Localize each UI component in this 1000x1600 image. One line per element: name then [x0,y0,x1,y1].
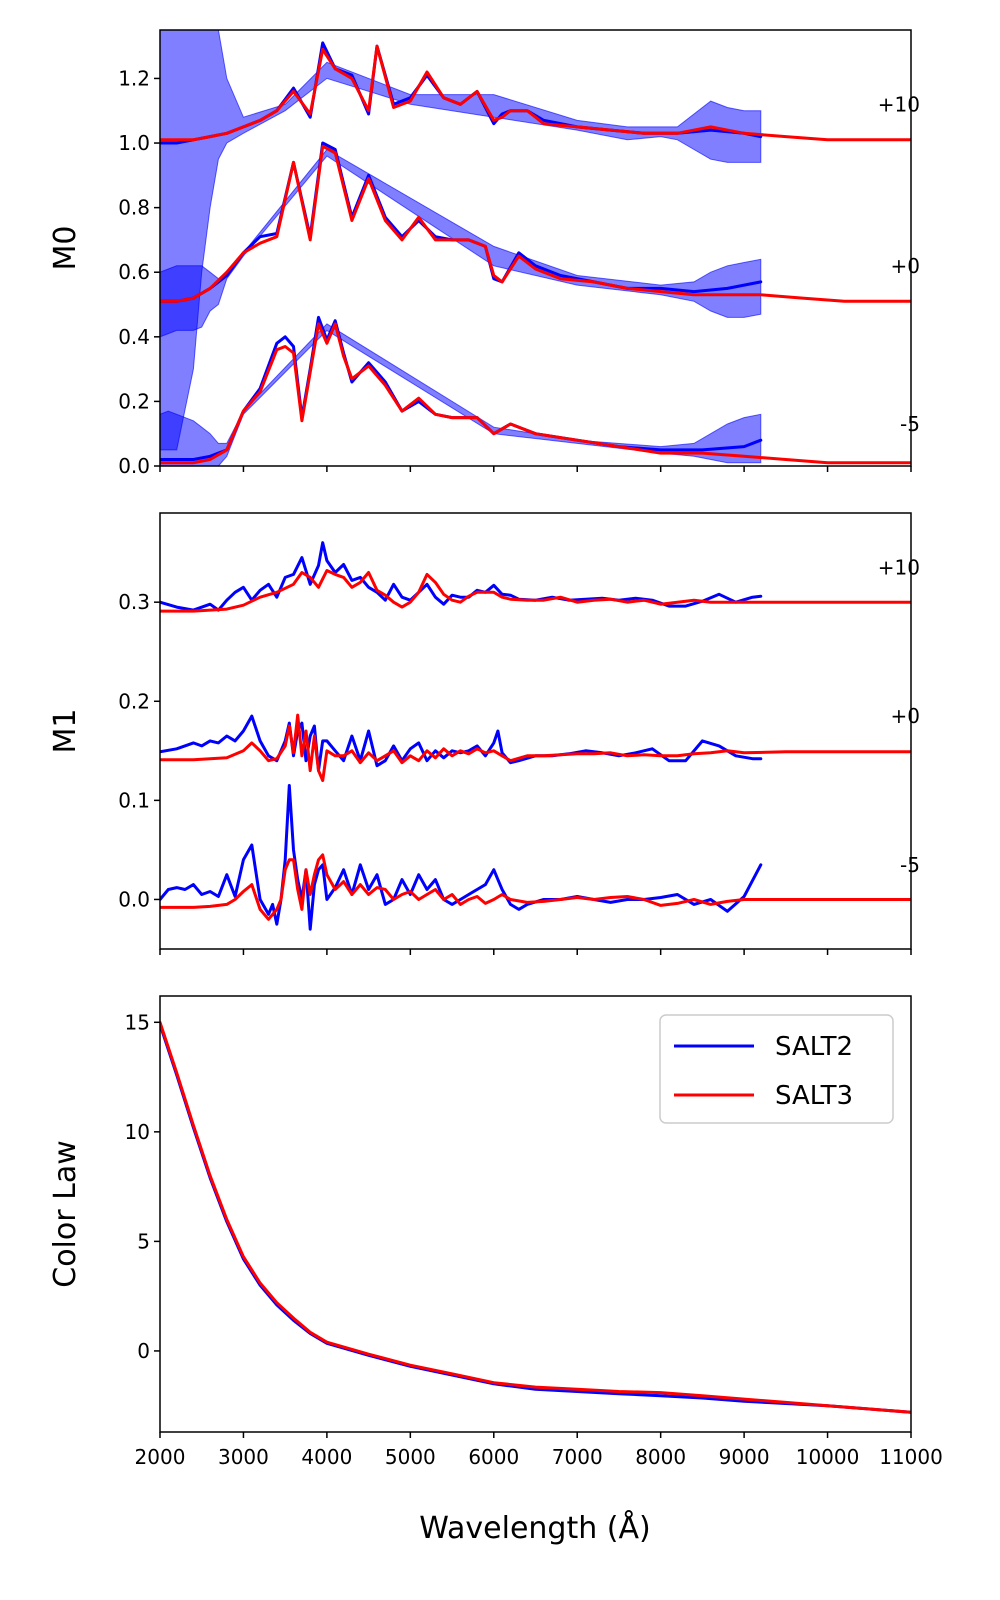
m1-phase-label: -5 [900,853,920,877]
m0-salt2-line-minus5 [160,315,763,461]
m0-panel: 0.0 0.2 0.4 0.6 0.8 1.0 1.2 +10 +0 -5 M0 [48,29,920,478]
m1-panel: 0.0 0.1 0.2 0.3 +10 +0 -5 M1 [48,512,920,955]
x-axis-label: Wavelength (Å) [419,1510,650,1546]
m1-salt3-line-minus5 [160,853,911,921]
x-tick-label: 7000 [552,1445,603,1469]
legend-salt3-label: SALT3 [775,1081,853,1111]
color-law-panel: 0 5 10 15 2000 3000 4000 5000 6000 7000 8000 9000 1… [48,995,943,1469]
legend-salt2-label: SALT2 [775,1032,853,1062]
m1-salt3-line-plus0 [160,713,911,782]
m0-phase-label: +0 [891,254,920,278]
m1-salt3-line-plus10 [160,569,911,613]
m0-salt3-line-plus0 [160,144,911,303]
m1-phase-label: +10 [878,556,920,580]
m1-ytick-label: 0.1 [118,788,150,812]
x-tick-label: 11000 [879,1445,943,1469]
color-law-ylabel: Color Law [48,1140,83,1288]
x-tick-label: 4000 [301,1445,352,1469]
m0-salt2-line-plus0 [160,141,763,303]
m1-ytick-label: 0.0 [118,887,150,911]
color-law-ytick-label: 10 [125,1120,150,1144]
m0-ytick-label: 0.8 [118,196,150,220]
x-tick-label: 10000 [796,1445,860,1469]
x-tick-label: 5000 [385,1445,436,1469]
m1-salt2-line-minus5 [160,784,763,931]
m1-ytick-label: 0.3 [118,590,150,614]
m0-salt3-line-plus10 [160,44,911,142]
m1-phase-label: +0 [891,704,920,728]
color-law-salt3-line-all [160,1020,911,1414]
m0-ytick-label: 0.4 [118,325,150,349]
color-law-ytick-label: 0 [137,1339,150,1363]
m0-ytick-label: 0.2 [118,389,150,413]
color-law-ytick-label: 15 [125,1010,150,1034]
m0-band-plus0 [160,148,762,338]
m0-band-plus10 [160,30,762,451]
x-tick-label: 8000 [635,1445,686,1469]
m0-ytick-label: 0.0 [118,454,150,478]
m0-ytick-label: 0.6 [118,260,150,284]
m0-ytick-label: 1.2 [118,66,150,90]
x-tick-label: 9000 [719,1445,770,1469]
m0-phase-label: +10 [878,92,920,116]
color-law-ytick-label: 5 [137,1229,150,1253]
m0-axes-frame [159,29,912,467]
x-tick-label: 3000 [218,1445,269,1469]
m0-ylabel: M0 [48,226,83,271]
color-law-axes-frame [159,995,912,1433]
m0-band-minus5 [160,323,762,466]
x-tick-label: 2000 [135,1445,186,1469]
m1-ylabel: M1 [48,709,83,754]
m0-salt3-line-minus5 [160,322,911,465]
m1-axes-frame [159,512,912,950]
legend: SALT2 SALT3 [659,1014,894,1124]
x-tick-label: 6000 [468,1445,519,1469]
m1-salt2-line-plus10 [160,541,763,612]
m0-phase-label: -5 [900,412,920,436]
m1-ytick-label: 0.2 [118,689,150,713]
m0-ytick-label: 1.0 [118,131,150,155]
